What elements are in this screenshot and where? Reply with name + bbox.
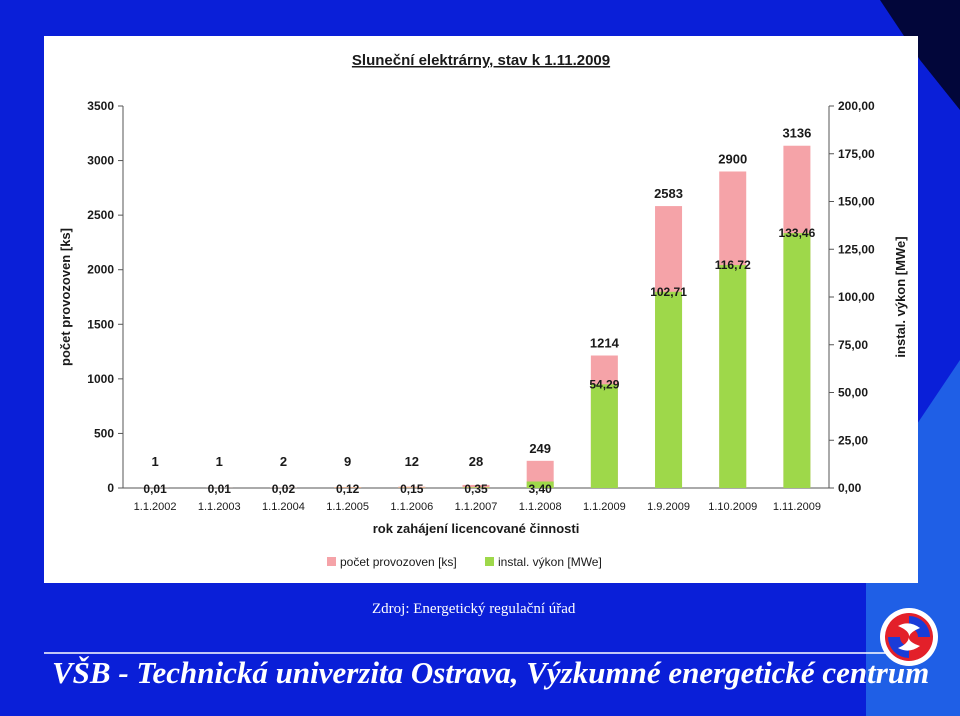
chart-title: Sluneční elektrárny, stav k 1.11.2009 <box>352 52 610 69</box>
data-label-power: 0,02 <box>272 482 296 496</box>
data-label-power: 0,01 <box>208 482 232 496</box>
data-label-count: 2900 <box>718 151 747 166</box>
y2-tick-label: 200,00 <box>838 99 875 113</box>
x-tick-label: 1.10.2009 <box>708 501 757 513</box>
data-label-count: 9 <box>344 454 351 469</box>
data-label-power: 3,40 <box>529 482 553 496</box>
y2-tick-label: 175,00 <box>838 147 875 161</box>
legend-swatch-power <box>485 557 494 566</box>
x-tick-label: 1.1.2003 <box>198 501 241 513</box>
y2-tick-label: 100,00 <box>838 290 875 304</box>
bar-count <box>398 486 426 488</box>
data-label-power: 0,15 <box>400 482 424 496</box>
bar-count <box>334 487 362 488</box>
y-tick-label: 0 <box>107 481 114 495</box>
x-tick-label: 1.9.2009 <box>647 501 690 513</box>
bar-power <box>783 233 811 488</box>
bar-power <box>462 487 490 488</box>
legend-swatch-count <box>327 557 336 566</box>
chart: Sluneční elektrárny, stav k 1.11.2009 0 5… <box>58 52 908 569</box>
bar-power <box>719 265 747 488</box>
data-label-power: 133,46 <box>779 226 816 240</box>
x-tick-label: 1.1.2004 <box>262 501 305 513</box>
y-tick-label: 1000 <box>87 372 114 386</box>
bar-power <box>526 481 554 488</box>
data-label-count: 1 <box>216 454 223 469</box>
chart-panel: Sluneční elektrárny, stav k 1.11.2009 0 5… <box>44 36 918 583</box>
footer-institution: VŠB - Technická univerzita Ostrava, Výzk… <box>52 655 930 690</box>
x-tick-label: 1.1.2006 <box>390 501 433 513</box>
y-tick-label: 2000 <box>87 263 114 277</box>
y-tick-label: 1500 <box>87 317 114 331</box>
y2-tick-label: 50,00 <box>838 386 868 400</box>
x-tick-label: 1.1.2005 <box>326 501 369 513</box>
corner-shadow-decoration <box>880 0 960 110</box>
x-axis-label: rok zahájení licencované činnosti <box>373 521 580 536</box>
data-label-power: 116,72 <box>715 258 751 272</box>
x-tick-label: 1.1.2007 <box>455 501 498 513</box>
legend: počet provozoven [ks] instal. výkon [MWe… <box>327 555 602 569</box>
data-label-count: 1 <box>151 454 158 469</box>
source-caption: Zdroj: Energetický regulační úřad <box>372 601 576 617</box>
data-label-count: 1214 <box>590 336 620 351</box>
y-tick-label: 3000 <box>87 154 114 168</box>
x-tick-label: 1.1.2002 <box>134 501 177 513</box>
y-tick-label: 3500 <box>87 99 114 113</box>
bar-power <box>590 384 618 488</box>
y-tick-label: 2500 <box>87 208 114 222</box>
data-label-power: 0,12 <box>336 482 360 496</box>
y2-axis-label: instal. výkon [MWe] <box>893 236 908 357</box>
data-label-power: 102,71 <box>650 285 687 299</box>
data-label-count: 2583 <box>654 186 683 201</box>
y-axis-label: počet provozoven [ks] <box>58 228 73 366</box>
data-label-count: 2 <box>280 454 287 469</box>
data-label-power: 54,29 <box>589 377 619 391</box>
x-tick-label: 1.11.2009 <box>773 501 821 513</box>
legend-label-power: instal. výkon [MWe] <box>498 555 602 569</box>
data-label-count: 3136 <box>782 126 811 141</box>
y2-tick-label: 75,00 <box>838 338 868 352</box>
data-label-power: 0,35 <box>464 482 488 496</box>
y2-tick-label: 150,00 <box>838 195 875 209</box>
data-label-count: 249 <box>529 441 551 456</box>
x-tick-label: 1.1.2008 <box>519 501 562 513</box>
bar-power <box>655 291 683 488</box>
y-tick-label: 500 <box>94 426 114 440</box>
y2-tick-label: 25,00 <box>838 433 868 447</box>
data-label-power: 0,01 <box>143 482 167 496</box>
legend-label-count: počet provozoven [ks] <box>340 555 457 569</box>
y2-tick-label: 0,00 <box>838 481 862 495</box>
bar-count <box>462 484 490 488</box>
x-tick-label: 1.1.2009 <box>583 501 626 513</box>
vsb-logo-icon <box>880 608 938 666</box>
data-label-count: 12 <box>405 454 419 469</box>
data-label-count: 28 <box>469 454 483 469</box>
y2-tick-label: 125,00 <box>838 242 875 256</box>
